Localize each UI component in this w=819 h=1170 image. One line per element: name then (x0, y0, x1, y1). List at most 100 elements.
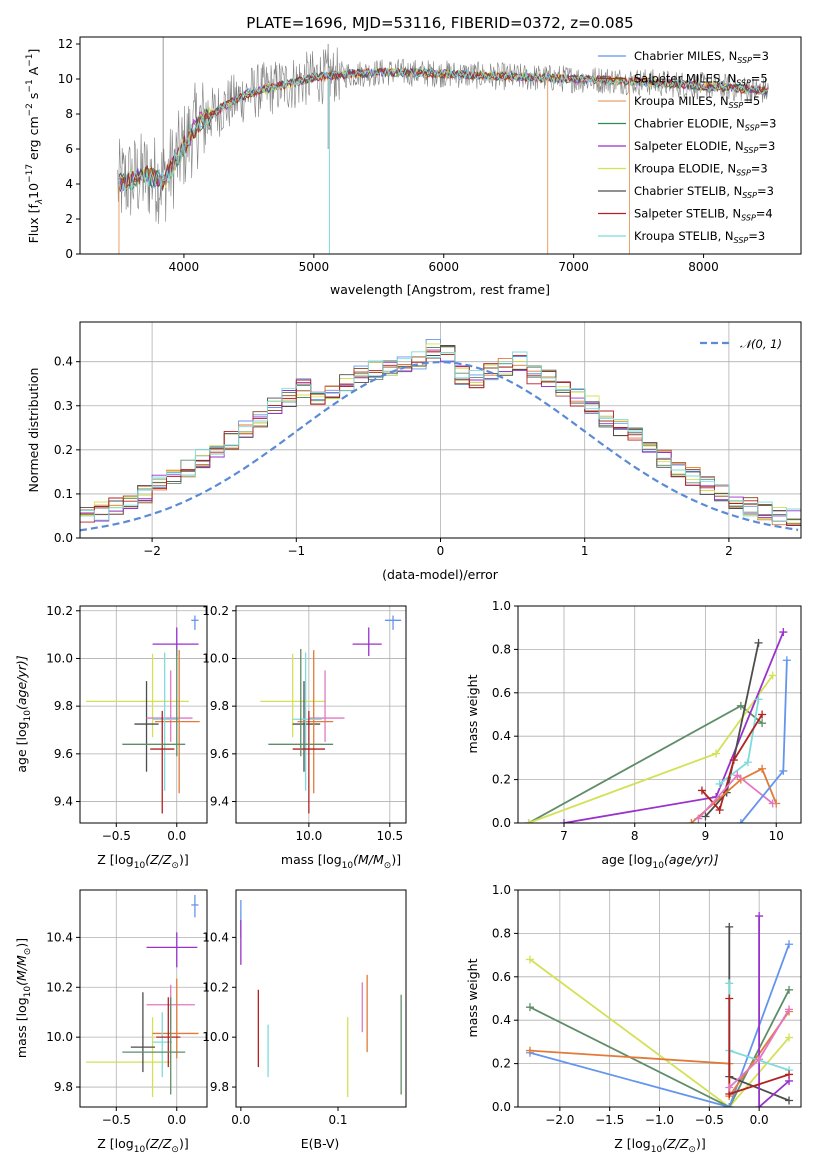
y-tick-label: 9.8 (210, 1080, 229, 1094)
x-axis-label-part: )] (179, 852, 189, 867)
legend-label-sub: SSP (741, 214, 756, 223)
mass-weight-line-2 (529, 943, 790, 1107)
panel-5: −0.5 0.0 9.8 10.0 10.2 10.4 (46, 889, 208, 1127)
residual-histogram-7 (80, 351, 801, 526)
legend-label-sub: SSP (734, 236, 749, 245)
legend-label-7: Salpeter STELIB, NSSP=4 (634, 207, 773, 223)
mass-weight-marker (758, 719, 767, 728)
mass-weight-line-8 (740, 660, 788, 823)
mass-weight-line-6 (690, 767, 778, 823)
mass-weight-marker (725, 994, 734, 1003)
y-axis-label-part: (age/yr)] (14, 655, 29, 710)
x-tick-label: 5000 (299, 260, 330, 274)
age-vs-mass-point-5 (297, 650, 334, 794)
mass-vs-Z-point-0 (191, 894, 199, 918)
y-axis-label: Normed distribution (26, 368, 41, 493)
y-axis-label-part: mass [log (14, 997, 29, 1058)
x-tick-label: 8000 (688, 260, 719, 274)
x-tick-label: 6000 (428, 260, 459, 274)
x-axis-label-part: (Z/Z (145, 852, 172, 867)
y-tick-label: 10.4 (202, 930, 229, 944)
mass-weight-line-2 (563, 631, 785, 823)
mass-weight-marker (725, 922, 734, 931)
y-tick-label: 9.4 (54, 795, 73, 809)
x-axis-label-part: Z [log (614, 1136, 650, 1151)
mass-weight-marker (701, 812, 710, 821)
mass-weight-marker (736, 701, 745, 710)
axes-frame (517, 605, 802, 824)
axes-frame (79, 36, 802, 255)
legend-label-name: Kroupa STELIB, N (634, 229, 734, 243)
y-tick-label: 10.2 (46, 980, 73, 994)
age-vs-Z-point-4 (146, 670, 193, 742)
age-vs-mass-point-8 (268, 648, 334, 757)
y-axis-label-part: A (26, 66, 41, 79)
panel-6: 0.0 0.1 9.8 10.0 10.2 10.4 (202, 889, 407, 1127)
y-tick-label: 0.2 (492, 1057, 511, 1071)
mass-weight-marker (725, 979, 734, 988)
y-tick-label: 0.4 (492, 1013, 511, 1027)
mass-weight-marker (785, 1070, 794, 1079)
x-tick-label: 0.0 (167, 1113, 186, 1127)
mass-weight-marker (779, 766, 788, 775)
mass-weight-marker (755, 1103, 764, 1107)
age-vs-mass-point-7 (292, 710, 326, 814)
y-tick-label: 9.8 (54, 1080, 73, 1094)
x-tick-label: −1 (287, 544, 305, 558)
x-tick-label: −1.5 (595, 1113, 624, 1127)
plot-area (86, 894, 199, 1098)
axes-frame (517, 889, 802, 1108)
chart-title: PLATE=1696, MJD=53116, FIBERID=0372, z=0… (246, 14, 633, 32)
residual-histogram-3 (80, 346, 801, 524)
age-vs-Z-point-2 (86, 653, 189, 738)
y-axis-label: Flux [fλ10−17 erg cm−2 s−1 A−1] (25, 49, 45, 244)
mass-weight-line-0 (529, 958, 790, 1107)
x-tick-label: 4000 (169, 260, 200, 274)
x-axis-label: E(B-V) (301, 1136, 340, 1151)
residual-histogram-2 (80, 351, 801, 526)
mass-weight-marker (525, 1046, 534, 1055)
x-axis-label-part: 10 (342, 861, 354, 871)
plot-area (80, 338, 801, 532)
x-tick-label: 0.0 (167, 829, 186, 843)
mass-weight-marker (785, 1005, 794, 1014)
y-tick-label: 9.6 (54, 747, 73, 761)
axes-frame (79, 605, 208, 824)
axes-frame (235, 605, 407, 824)
x-axis-label-part: 10 (134, 861, 146, 871)
mass-weight-marker (725, 1103, 734, 1107)
y-tick-label: 0.2 (492, 773, 511, 787)
y-tick-label: 10.0 (202, 1030, 229, 1044)
y-axis-label-part: −17 (25, 164, 35, 183)
legend-label-sub: SSP (742, 191, 757, 200)
age-vs-Z-point-6 (152, 652, 180, 791)
legend-label-suffix: =3 (757, 184, 774, 198)
x-axis-label: Z [log10(Z/Z⊙)] (97, 1136, 188, 1155)
y-tick-label: 10.4 (46, 930, 73, 944)
x-axis-label-part: Z [log (97, 852, 133, 867)
x-axis-label-part: ⊙ (688, 1145, 696, 1155)
y-axis-label-part: )] (14, 938, 29, 948)
mass-vs-Z-point-8 (122, 997, 186, 1095)
legend-label-suffix: =5 (743, 94, 760, 108)
plot-area (240, 899, 402, 1098)
mass-vs-Z-point-7 (156, 997, 181, 1068)
x-axis-label: wavelength [Angstrom, rest frame] (330, 282, 550, 297)
y-tick-label: 0.0 (492, 1100, 511, 1114)
axes-frame (235, 889, 407, 1108)
y-tick-label: 0.8 (492, 642, 511, 656)
legend-label-suffix: =3 (752, 49, 769, 63)
legend-label-suffix: =3 (751, 162, 768, 176)
y-tick-label: 10.0 (202, 651, 229, 665)
mass-weight-line-5 (758, 916, 790, 1107)
age-vs-Z-point-7 (150, 710, 175, 814)
mass-weight-marker (736, 819, 745, 823)
y-axis-label-part: 10 (26, 183, 41, 199)
x-axis-label: Z [log10(Z/Z⊙)] (97, 852, 188, 871)
mass-weight-marker (715, 805, 724, 814)
age-vs-mass-point-6 (292, 652, 322, 791)
age-vs-Z-point-8 (122, 648, 186, 757)
y-tick-label: 9.6 (210, 747, 229, 761)
